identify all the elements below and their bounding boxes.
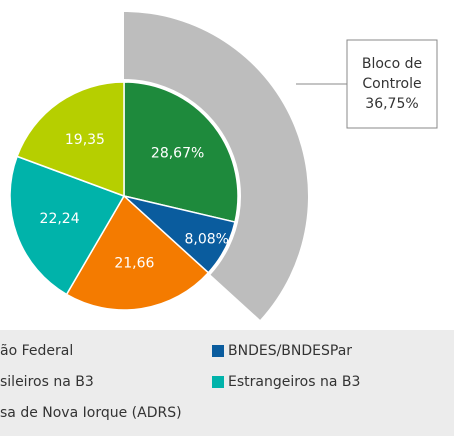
legend-swatch	[212, 345, 224, 357]
annotation-text: Controle	[362, 76, 421, 92]
slice-label: 8,08%	[184, 232, 228, 248]
annotation-text: Bloco de	[362, 56, 422, 72]
control-arc	[124, 12, 309, 320]
slice-label: 21,66	[114, 256, 154, 272]
pie-slice	[123, 81, 239, 223]
annotation-text: 36,75%	[365, 96, 418, 112]
legend-background	[0, 330, 454, 436]
legend-label: ão Federal	[0, 343, 73, 359]
slice-label: 22,24	[40, 211, 80, 227]
pie-slice	[65, 194, 210, 311]
legend-swatch	[212, 376, 224, 388]
slice-label: 19,35	[65, 132, 105, 148]
pie-slice	[9, 155, 126, 296]
legend-label: sileiros na B3	[0, 374, 94, 390]
legend-label: Estrangeiros na B3	[228, 374, 360, 390]
slice-label: 28,67%	[151, 146, 204, 162]
annotation-box	[346, 39, 438, 129]
pie-slice	[16, 81, 125, 198]
legend-label: BNDES/BNDESPar	[228, 343, 352, 359]
legend-label: sa de Nova Iorque (ADRS)	[0, 405, 182, 421]
